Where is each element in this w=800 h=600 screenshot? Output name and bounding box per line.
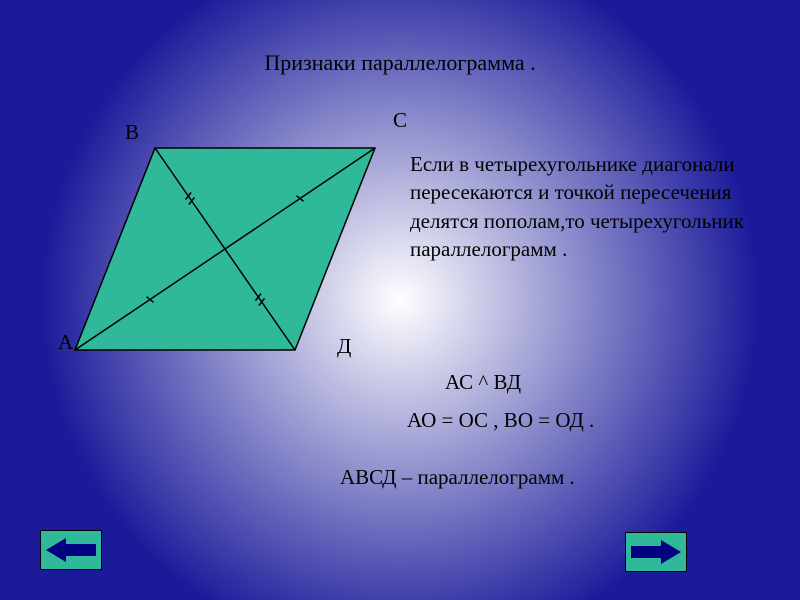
description-text: Если в четырехугольнике диагонали пересе… bbox=[410, 150, 760, 263]
arrow-left-icon bbox=[46, 538, 96, 562]
slide-title: Признаки параллелограмма . bbox=[0, 50, 800, 76]
equation-halves: АО = ОС , ВО = ОД . bbox=[407, 408, 594, 433]
equation-intersection: АС ^ ВД bbox=[445, 370, 521, 395]
arrow-right-icon bbox=[631, 540, 681, 564]
parallelogram-diagram bbox=[60, 130, 390, 370]
next-button[interactable] bbox=[625, 532, 687, 572]
label-c: С bbox=[393, 108, 407, 133]
slide: Признаки параллелограмма . В С А Д О Есл… bbox=[0, 0, 800, 600]
equation-conclusion: АВСД – параллелограмм . bbox=[340, 465, 575, 490]
previous-button[interactable] bbox=[40, 530, 102, 570]
